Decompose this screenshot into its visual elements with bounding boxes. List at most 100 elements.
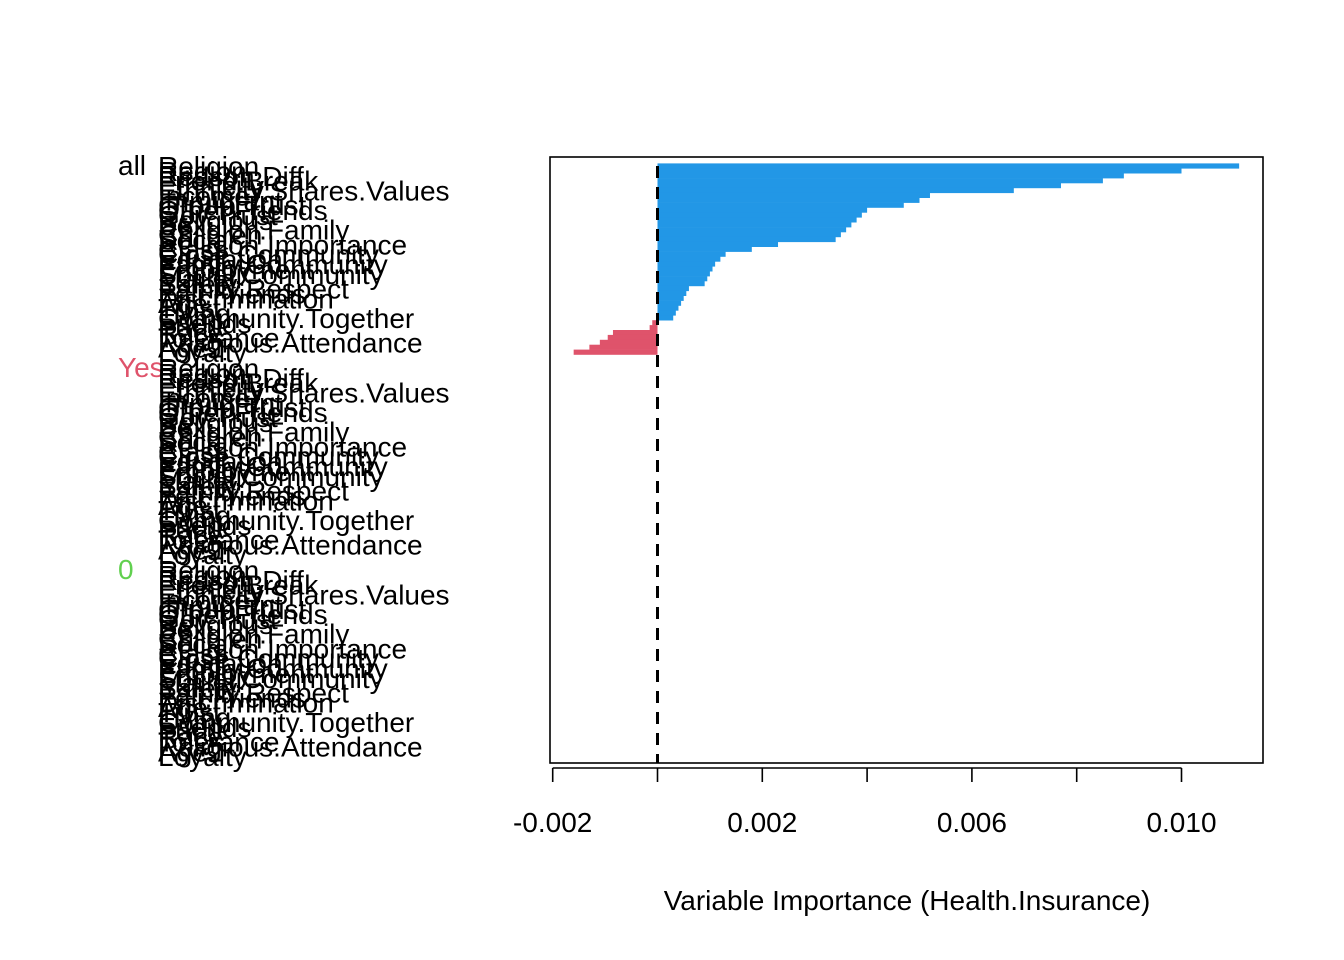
variable-label: Religion.Importance (158, 229, 407, 260)
importance-bar (607, 334, 658, 341)
importance-bar (652, 320, 658, 326)
x-axis: -0.002 0.002 0.006 0.010 (513, 767, 1217, 838)
variable-label: Children (158, 422, 262, 453)
variable-label: Gov.Trust (158, 200, 278, 231)
importance-bar (657, 217, 857, 223)
bars (573, 163, 1240, 355)
variable-label: Religious (158, 609, 273, 640)
variable-label: Loyalty (158, 539, 247, 570)
variable-label: Fair.Friends (158, 278, 306, 309)
variable-label: Trust (158, 293, 221, 324)
importance-bar (657, 232, 841, 238)
variable-label: Community.Together (158, 707, 414, 738)
variable-label: Religion.Family (158, 619, 349, 650)
importance-bar (612, 330, 658, 336)
variable-label: Close.Community (158, 643, 379, 674)
variable-label: Tolerance (158, 525, 279, 556)
variable-label: Sex (158, 614, 206, 645)
importance-bar (657, 202, 904, 208)
importance-bar (657, 251, 726, 257)
variable-label: Safety (158, 471, 237, 502)
variable-label: Sex (158, 210, 206, 241)
importance-bar (657, 236, 836, 243)
importance-bar (657, 315, 674, 321)
importance-bar (649, 325, 658, 331)
variable-label: Gov.Trust (158, 604, 278, 635)
variable-label: Social.Community (158, 663, 384, 694)
variable-label: Immigrant (158, 185, 283, 216)
variable-label: Age2 (158, 332, 223, 363)
variable-label: Children (158, 220, 262, 251)
variable-label: Living (158, 702, 231, 733)
variable-label: Friend.Break (158, 570, 319, 601)
variable-label: Age2 (158, 736, 223, 767)
x-tick-label: 0.002 (727, 807, 797, 838)
variable-label: Religion.Importance (158, 431, 407, 462)
variable-label: Marital (158, 466, 242, 497)
variable-label: Social (158, 225, 234, 256)
importance-bar (657, 192, 930, 198)
variable-label: Class (158, 436, 228, 467)
variable-label: Trust (158, 495, 221, 526)
variable-label: Ethnicity (158, 373, 264, 404)
importance-bar (657, 290, 687, 296)
variable-label: Employment (158, 456, 314, 487)
group-labels: all Yes 0 (118, 150, 164, 585)
group-label-2: Yes (118, 352, 164, 383)
variable-label: Immigrant (158, 589, 283, 620)
importance-bar (657, 187, 1014, 194)
importance-bar (657, 300, 682, 306)
variable-label: Age (158, 288, 208, 319)
x-axis-title: Variable Importance (Health.Insurance) (664, 885, 1151, 916)
variable-label: Religion (158, 555, 259, 586)
variable-label: Ethnicity.Shares.Values (158, 176, 450, 207)
variable-label: Tolerance (158, 727, 279, 758)
variable-label: Ethnicity.Shares.Values (158, 580, 450, 611)
variable-label: Discrimination (158, 687, 334, 718)
variable-label: Other.Friends (158, 397, 328, 428)
variable-label: Friend.Break (158, 166, 319, 197)
x-tick-label: 0.006 (937, 807, 1007, 838)
variable-label: Friends (158, 308, 251, 339)
importance-bar (657, 285, 689, 292)
variable-label: Party (158, 313, 223, 344)
variable-label: Race (158, 520, 223, 551)
importance-bar (657, 197, 920, 203)
variable-labels: ReligionRegionReason.DiffFriend.BreakEth… (158, 151, 450, 772)
variable-label: Safety (158, 673, 237, 704)
variable-label: Fair.Friends (158, 682, 306, 713)
variable-label: Family.Community (158, 249, 388, 280)
importance-bar (657, 241, 779, 247)
importance-bar (657, 173, 1124, 179)
variable-label: Religion.Importance (158, 633, 407, 664)
importance-bar (657, 266, 713, 272)
variable-label: Friends (158, 510, 251, 541)
importance-bar (657, 163, 1240, 169)
variable-label: Ethnicity.Shares.Values (158, 378, 450, 409)
variable-label: Safety (158, 269, 237, 300)
variable-label: Education (158, 244, 283, 275)
importance-bar (657, 212, 862, 218)
importance-bar (657, 183, 1061, 189)
variable-label: Religion.Family (158, 417, 349, 448)
variable-label: Trust (158, 697, 221, 728)
variable-label: Friends (158, 712, 251, 743)
variable-label: Living (158, 298, 231, 329)
variable-label: Age2 (158, 534, 223, 565)
variable-label: Class (158, 234, 228, 265)
variable-label: Region (158, 156, 247, 187)
variable-label: Community.Together (158, 505, 414, 536)
variable-label: Family.Respect (158, 476, 349, 507)
importance-bar (589, 344, 658, 350)
importance-bar (599, 339, 658, 345)
variable-label: Religious.Attendance (158, 529, 423, 560)
variable-label: Reason.Diff (158, 161, 304, 192)
variable-label: Discrimination (158, 283, 334, 314)
variable-label: Marital (158, 264, 242, 295)
variable-label: Sex (158, 412, 206, 443)
variable-label: Education (158, 446, 283, 477)
variable-label: Religious.Attendance (158, 327, 423, 358)
variable-label: Party (158, 515, 223, 546)
variable-label: Social (158, 427, 234, 458)
importance-bar (657, 261, 716, 267)
